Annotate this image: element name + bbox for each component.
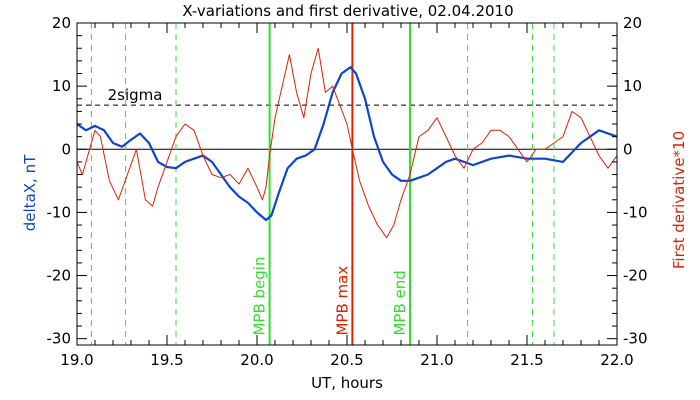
mpb-marker-label: MPB begin — [251, 257, 269, 336]
x-tick-label: 20.5 — [330, 351, 363, 369]
x-tick-label: 21.0 — [420, 351, 453, 369]
y-axis-label-right: First derivative*10 — [670, 131, 688, 269]
axes: 19.0 19.5 20.0 20.5 21.0 21.5 22.0 20 20 10 10 0 0 -1… — [47, 14, 648, 369]
y-tick-label-left: -10 — [47, 203, 72, 221]
y-axis-label-left: deltaX, nT — [21, 154, 39, 231]
x-axis-label: UT, hours — [311, 374, 383, 392]
mpb-marker-label: MPB end — [391, 270, 409, 335]
x-tick-label: 21.5 — [510, 351, 543, 369]
mpb-marker-label: MPB max — [333, 266, 351, 336]
y-tick-label-left: -30 — [47, 330, 72, 348]
x-tick-label: 22.0 — [600, 351, 633, 369]
x-tick-label: 19.0 — [60, 351, 93, 369]
y-tick-label-right: -30 — [623, 330, 648, 348]
y-tick-label-right: -10 — [623, 203, 648, 221]
chart-title: X-variations and first derivative, 02.04… — [182, 2, 513, 20]
y-tick-label-right: 20 — [623, 14, 642, 32]
y-tick-label-left: 10 — [52, 77, 71, 95]
mpb-markers: MPB begin MPB max MPB end — [251, 23, 411, 345]
y-tick-label-left: -20 — [47, 267, 72, 285]
series-lines — [76, 47, 618, 239]
reference-lines — [77, 23, 617, 345]
derivative-series-line — [76, 47, 618, 239]
deltax-series-line — [76, 66, 618, 222]
y-tick-label-right: -20 — [623, 267, 648, 285]
threshold-label: 2sigma — [108, 86, 163, 104]
x-tick-label: 20.0 — [240, 351, 273, 369]
y-tick-label-right: 0 — [623, 140, 633, 158]
y-tick-label-left: 0 — [61, 140, 71, 158]
y-tick-label-left: 20 — [52, 14, 71, 32]
x-tick-label: 19.5 — [150, 351, 183, 369]
y-tick-label-right: 10 — [623, 77, 642, 95]
